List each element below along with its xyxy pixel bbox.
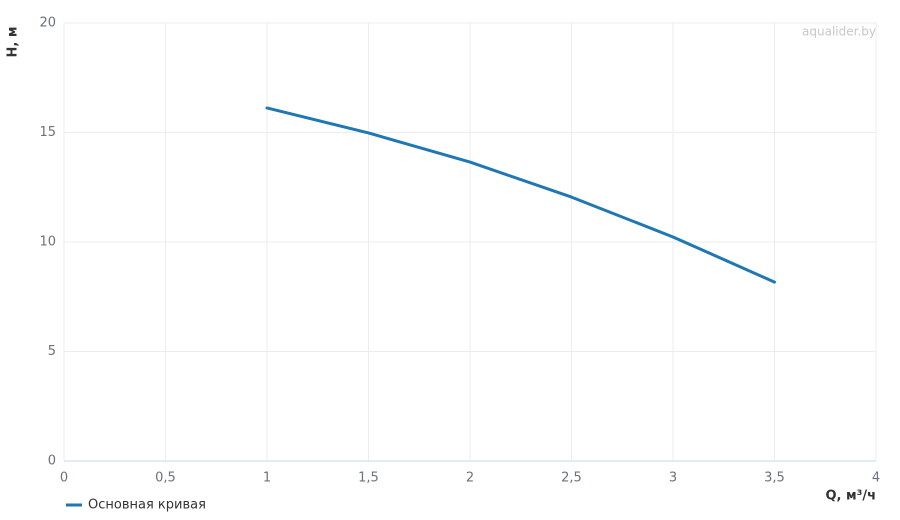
- x-tick-label: 1: [263, 471, 271, 486]
- legend-label: Основная кривая: [88, 498, 206, 513]
- y-tick-label: 10: [39, 235, 56, 250]
- y-tick-label: 0: [48, 454, 56, 469]
- x-tick-label: 3,5: [764, 471, 785, 486]
- y-tick-label: 5: [48, 344, 56, 359]
- y-tick-label: 15: [39, 125, 56, 140]
- x-tick-label: 1,5: [358, 471, 379, 486]
- y-axis-title: H, м: [6, 27, 21, 58]
- data-line: [265, 106, 776, 284]
- x-tick-label: 2: [466, 471, 474, 486]
- x-axis-title: Q, м³/ч: [825, 489, 876, 504]
- x-tick-label: 0,5: [155, 471, 176, 486]
- x-tick-label: 3: [669, 471, 677, 486]
- x-tick-label: 0: [60, 471, 68, 486]
- x-tick-label: 4: [872, 471, 880, 486]
- watermark: aqualider.by: [802, 25, 876, 39]
- y-tick-label: 20: [39, 16, 56, 31]
- x-tick-label: 2,5: [561, 471, 582, 486]
